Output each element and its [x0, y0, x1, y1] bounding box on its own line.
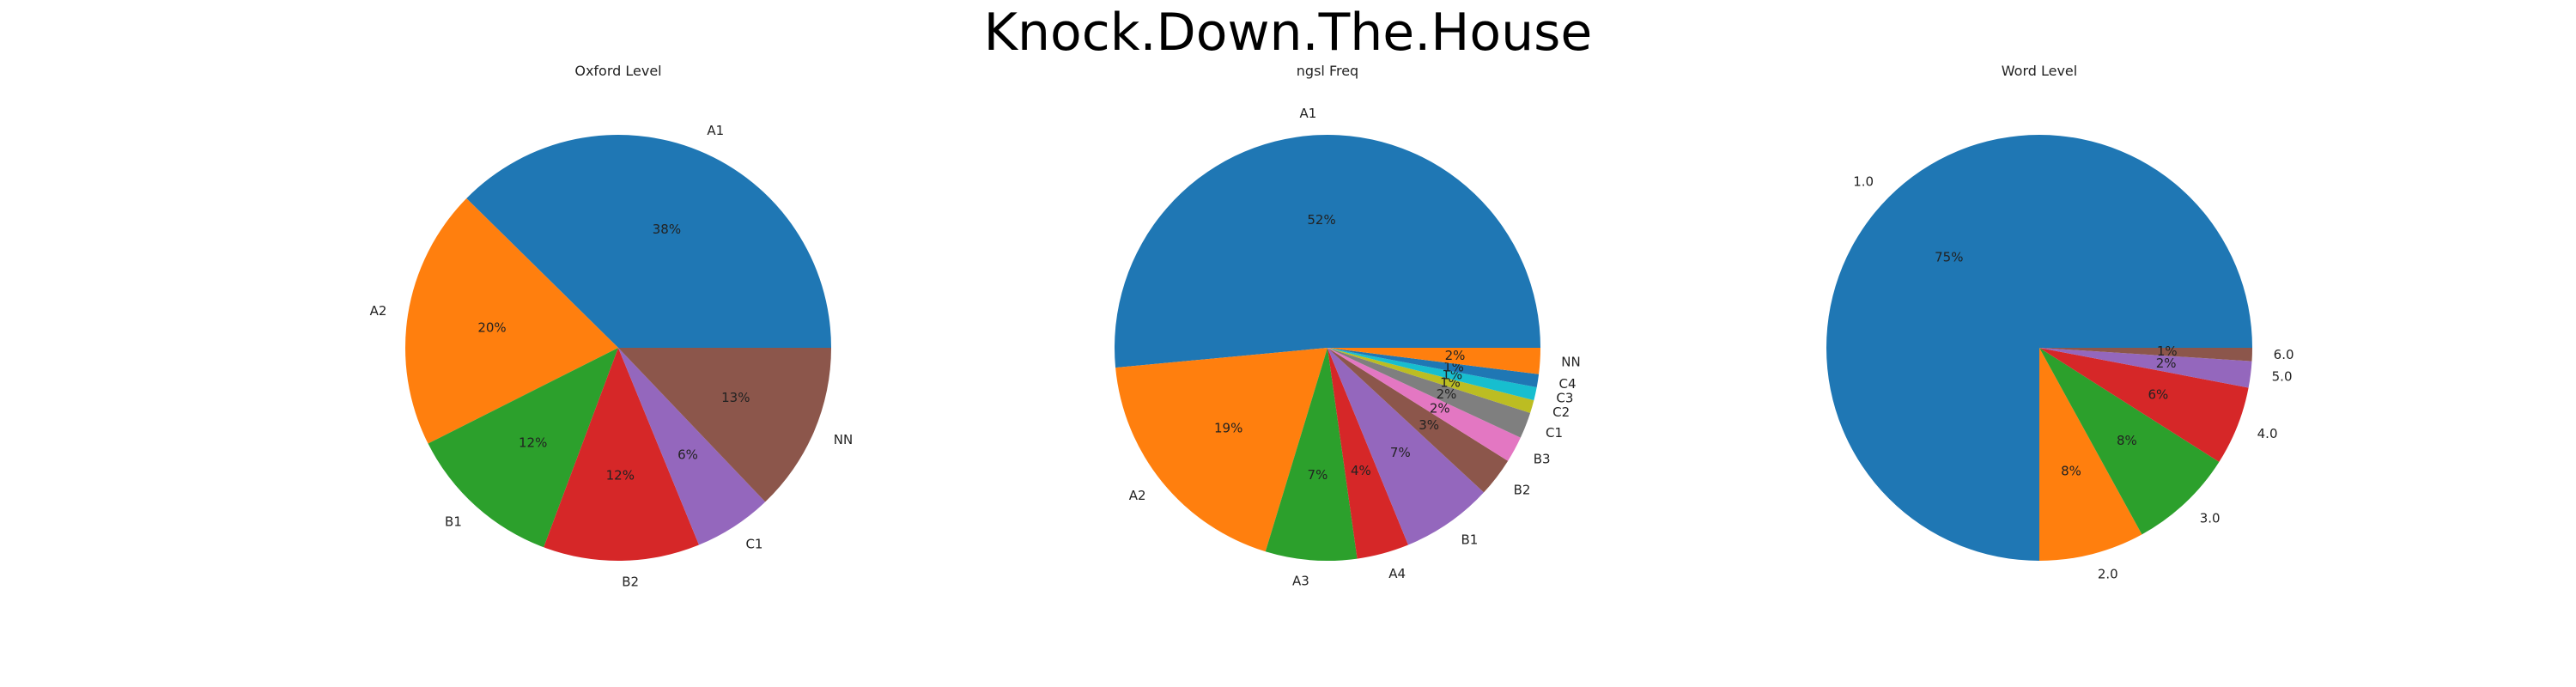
figure-title: Knock.Down.The.House — [984, 3, 1593, 63]
pie-slice-6-0 — [2039, 348, 2252, 362]
pie-slice-b2 — [544, 348, 700, 561]
pie-slice-nn — [618, 348, 831, 502]
pie-slice-c4 — [1327, 348, 1540, 388]
percent-label-b2: 12% — [606, 467, 635, 483]
percent-label-b2: 3% — [1419, 417, 1439, 433]
chart-title: Word Level — [2002, 63, 2077, 79]
pie-slice-a1 — [1115, 134, 1540, 368]
slice-label-a2: A2 — [370, 303, 387, 319]
slice-label-6-0: 6.0 — [2274, 347, 2294, 362]
slice-label-a1: A1 — [1299, 106, 1316, 121]
slice-label-5-0: 5.0 — [2272, 369, 2293, 385]
slice-label-4-0: 4.0 — [2257, 426, 2278, 441]
slice-label-c2: C2 — [1552, 404, 1570, 420]
pie-slice-a3 — [1265, 348, 1358, 561]
pie-slice-b2 — [1327, 348, 1509, 493]
pie-slice-a1 — [466, 135, 831, 348]
pie-chart-oxford-level: Oxford Level A1 38% A2 20% B1 12% B2 12% C1 6% NN 1… — [370, 63, 854, 589]
pie-slice-a2 — [1115, 348, 1327, 552]
pie-slice-b3 — [1327, 348, 1521, 461]
percent-label-b3: 2% — [1430, 401, 1450, 416]
slice-label-b2: B2 — [622, 574, 639, 589]
pie-slice-5-0 — [2039, 348, 2252, 388]
pie-slice-a2 — [405, 198, 618, 444]
slice-label-2-0: 2.0 — [2098, 567, 2118, 582]
slice-label-a3: A3 — [1292, 573, 1309, 588]
pie-slice-b1 — [1327, 348, 1485, 545]
pie-slices: A152%A219%A37%A44%B17%B23%B32%C12%C21%C3… — [1115, 106, 1581, 588]
pie-chart-word-level: Word Level 1.0 75% 2.0 8% 3.0 8% 4.0 6% 5.0 2% 6.0… — [1826, 63, 2294, 582]
percent-label-a1: 52% — [1307, 212, 1335, 228]
slice-label-3-0: 3.0 — [2200, 510, 2221, 526]
pie-slices: A1 38% A2 20% B1 12% B2 12% C1 6% NN 13% — [370, 123, 854, 589]
percent-label-c1: 6% — [677, 447, 698, 462]
percent-label-a4: 4% — [1351, 463, 1371, 478]
pie-slice-c1 — [1327, 348, 1531, 438]
slice-label-c1: C1 — [745, 536, 762, 551]
percent-label-a2: 19% — [1214, 421, 1242, 436]
percent-label-1-0: 75% — [1935, 249, 1963, 264]
chart-title: ngsl Freq — [1297, 63, 1358, 79]
pie-chart-ngsl-freq: ngsl Freq A1 52% A2 19% A3 7% A4 4% B1 7% B2 3% B3 2%… — [1115, 63, 1581, 588]
pie-slice-c2 — [1327, 348, 1534, 413]
slice-label-a4: A4 — [1388, 566, 1406, 581]
chart-title: Oxford Level — [574, 63, 661, 79]
percent-label-6-0: 1% — [2157, 344, 2178, 359]
slice-label-c1: C1 — [1546, 425, 1563, 441]
percent-label-a3: 7% — [1308, 467, 1328, 483]
pie-slice-3-0 — [2039, 348, 2220, 535]
slice-label-b1: B1 — [1461, 532, 1479, 548]
slice-label-c4: C4 — [1559, 376, 1577, 392]
percent-label-b1: 12% — [519, 435, 547, 450]
slice-label-nn: NN — [834, 432, 853, 447]
percent-label-nn: 13% — [721, 390, 750, 405]
slice-label-b2: B2 — [1514, 482, 1531, 497]
slice-label-1-0: 1.0 — [1853, 174, 1874, 190]
slice-label-a2: A2 — [1129, 488, 1146, 503]
percent-label-a1: 38% — [653, 222, 681, 237]
slice-label-nn: NN — [1561, 354, 1580, 369]
percent-label-a2: 20% — [477, 319, 506, 335]
pie-slice-a4 — [1327, 348, 1409, 559]
pie-slice-4-0 — [2039, 348, 2249, 462]
pie-slice-nn — [1327, 348, 1540, 374]
slice-label-b1: B1 — [445, 514, 462, 530]
slice-label-a1: A1 — [707, 123, 724, 138]
pie-slices: 1.0 75% 2.0 8% 3.0 8% 4.0 6% 5.0 2% 6.0 1% — [1826, 135, 2294, 582]
percent-label-nn: 2% — [1445, 348, 1466, 363]
pie-slice-2-0 — [2039, 348, 2142, 561]
percent-label-3-0: 8% — [2117, 433, 2137, 448]
percent-label-2-0: 8% — [2061, 464, 2081, 479]
slice-label-c3: C3 — [1556, 390, 1573, 405]
pie-slice-b1 — [428, 348, 618, 548]
percent-label-5-0: 2% — [2156, 356, 2177, 371]
percent-label-4-0: 6% — [2148, 386, 2168, 402]
slice-label-b3: B3 — [1534, 452, 1551, 467]
percent-label-c1: 2% — [1437, 386, 1457, 402]
pie-slice-c1 — [618, 348, 766, 545]
pie-slice-c3 — [1327, 348, 1537, 401]
percent-label-b1: 7% — [1390, 445, 1411, 460]
